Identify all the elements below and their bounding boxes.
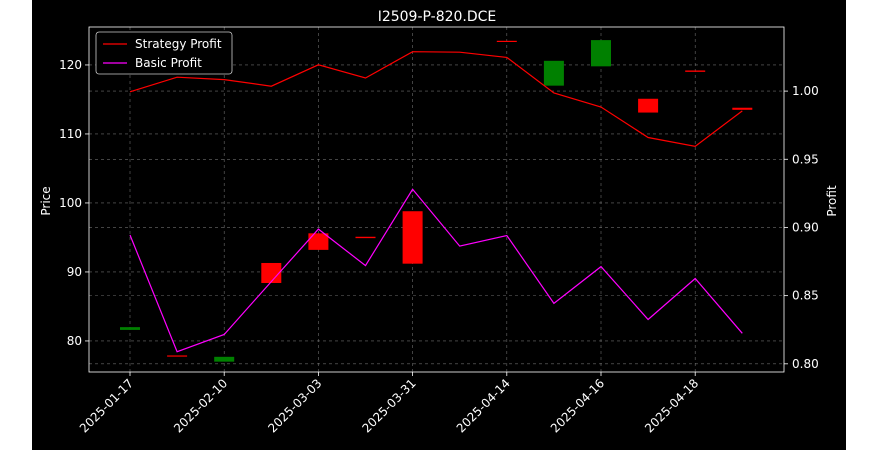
chart-title: I2509-P-820.DCE: [378, 9, 497, 25]
price-candle: [638, 98, 659, 113]
y-left-tick-label: 90: [67, 265, 82, 279]
price-candles: [120, 40, 753, 362]
y-right-tick-label: 0.80: [792, 357, 819, 371]
price-candle: [308, 233, 329, 250]
price-candle: [120, 327, 140, 330]
y-axis-right-label: Profit: [825, 185, 839, 217]
legend-label-basic-profit: Basic Profit: [135, 56, 202, 70]
price-candle: [591, 40, 611, 67]
price-candle: [685, 70, 706, 72]
y-left-tick-label: 110: [59, 127, 82, 141]
y-axis-left-label: Price: [39, 186, 53, 215]
legend: Strategy Profit Basic Profit: [95, 31, 233, 75]
y-left-tick-label: 120: [59, 58, 82, 72]
y-right-tick-label: 0.85: [792, 289, 819, 303]
y-left-tick-label: 80: [67, 334, 82, 348]
figure-background: [32, 0, 846, 450]
y-right-tick-label: 0.95: [792, 152, 819, 166]
strategy-profit-line: [129, 51, 743, 147]
y-left-tick-label: 100: [59, 196, 82, 210]
price-candle: [496, 40, 517, 42]
y-right-tick-label: 0.90: [792, 220, 819, 234]
legend-label-strategy-profit: Strategy Profit: [135, 37, 222, 51]
basic-profit-line: [129, 188, 743, 353]
axes-frame: [88, 26, 785, 373]
price-candle: [355, 236, 376, 239]
y-right-tick-label: 1.00: [792, 84, 819, 98]
price-candle: [732, 107, 753, 110]
legend-box: [95, 31, 233, 75]
price-candle: [167, 355, 188, 357]
price-candle: [214, 356, 235, 362]
profit-lines: [129, 51, 743, 353]
price-candle: [402, 211, 423, 264]
price-candle: [261, 262, 282, 283]
price-candle: [543, 60, 564, 86]
